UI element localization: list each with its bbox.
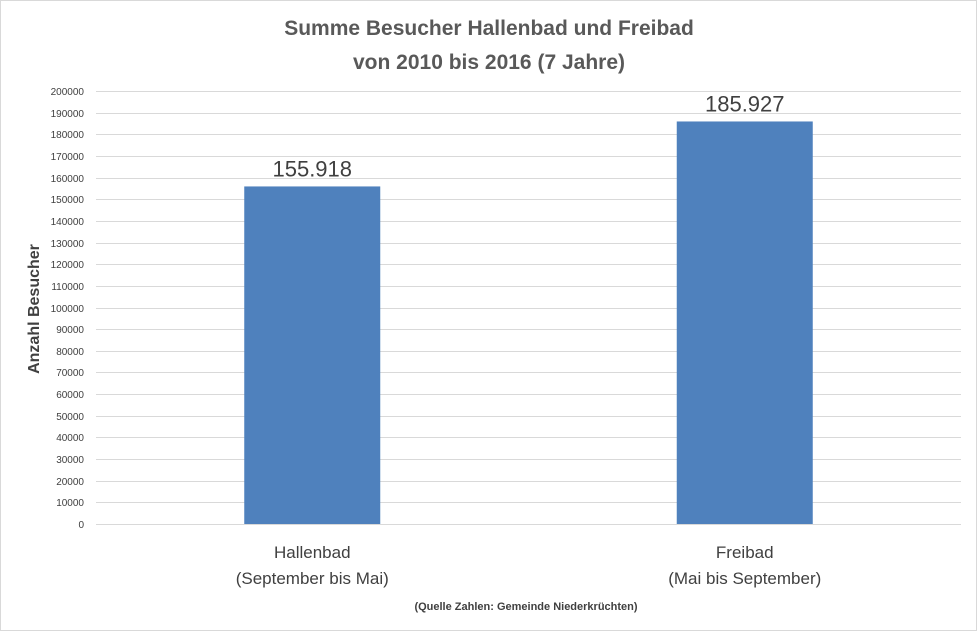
y-axis-label: Anzahl Besucher: [26, 244, 43, 374]
chart-title-line-1: Summe Besucher Hallenbad und Freibad: [284, 17, 694, 40]
y-axis-ticks: 0 10000 20000 30000 40000 50000 60000 70000 8000…: [51, 87, 85, 531]
x-category-label: (September bis Mai): [236, 569, 389, 588]
x-category-label: Freibad: [716, 543, 774, 562]
y-tick-label: 160000: [51, 174, 85, 185]
y-tick-label: 80000: [56, 347, 84, 358]
bar: [676, 121, 813, 524]
y-tick-label: 150000: [51, 195, 85, 206]
y-tick-label: 180000: [51, 130, 85, 141]
data-label: 155.918: [272, 156, 352, 181]
y-tick-label: 10000: [56, 498, 84, 509]
y-tick-label: 170000: [51, 152, 85, 163]
bars: [244, 121, 813, 524]
y-tick-label: 190000: [51, 109, 85, 120]
data-label: 185.927: [705, 91, 785, 116]
x-category-label: (Mai bis September): [668, 569, 821, 588]
chart-title-line-2: von 2010 bis 2016 (7 Jahre): [353, 51, 625, 74]
y-tick-label: 0: [78, 520, 84, 531]
x-category-label: Hallenbad: [274, 543, 351, 562]
y-tick-label: 120000: [51, 260, 85, 271]
y-tick-label: 110000: [51, 282, 84, 293]
y-tick-label: 140000: [51, 217, 85, 228]
bar: [244, 186, 381, 524]
x-axis-categories: Hallenbad (September bis Mai) Freibad (Mai …: [236, 543, 822, 588]
y-tick-label: 130000: [51, 239, 85, 250]
y-tick-label: 30000: [56, 455, 84, 466]
y-tick-label: 50000: [56, 412, 84, 423]
y-tick-label: 70000: [56, 368, 84, 379]
y-tick-label: 200000: [51, 87, 85, 98]
gridlines: [96, 91, 961, 525]
y-tick-label: 20000: [56, 477, 84, 488]
y-tick-label: 60000: [56, 390, 84, 401]
y-tick-label: 90000: [56, 325, 84, 336]
data-labels: 155.918 185.927: [272, 91, 784, 181]
y-tick-label: 40000: [56, 433, 84, 444]
source-note: (Quelle Zahlen: Gemeinde Niederkrüchten): [414, 601, 637, 613]
y-tick-label: 100000: [51, 304, 85, 315]
